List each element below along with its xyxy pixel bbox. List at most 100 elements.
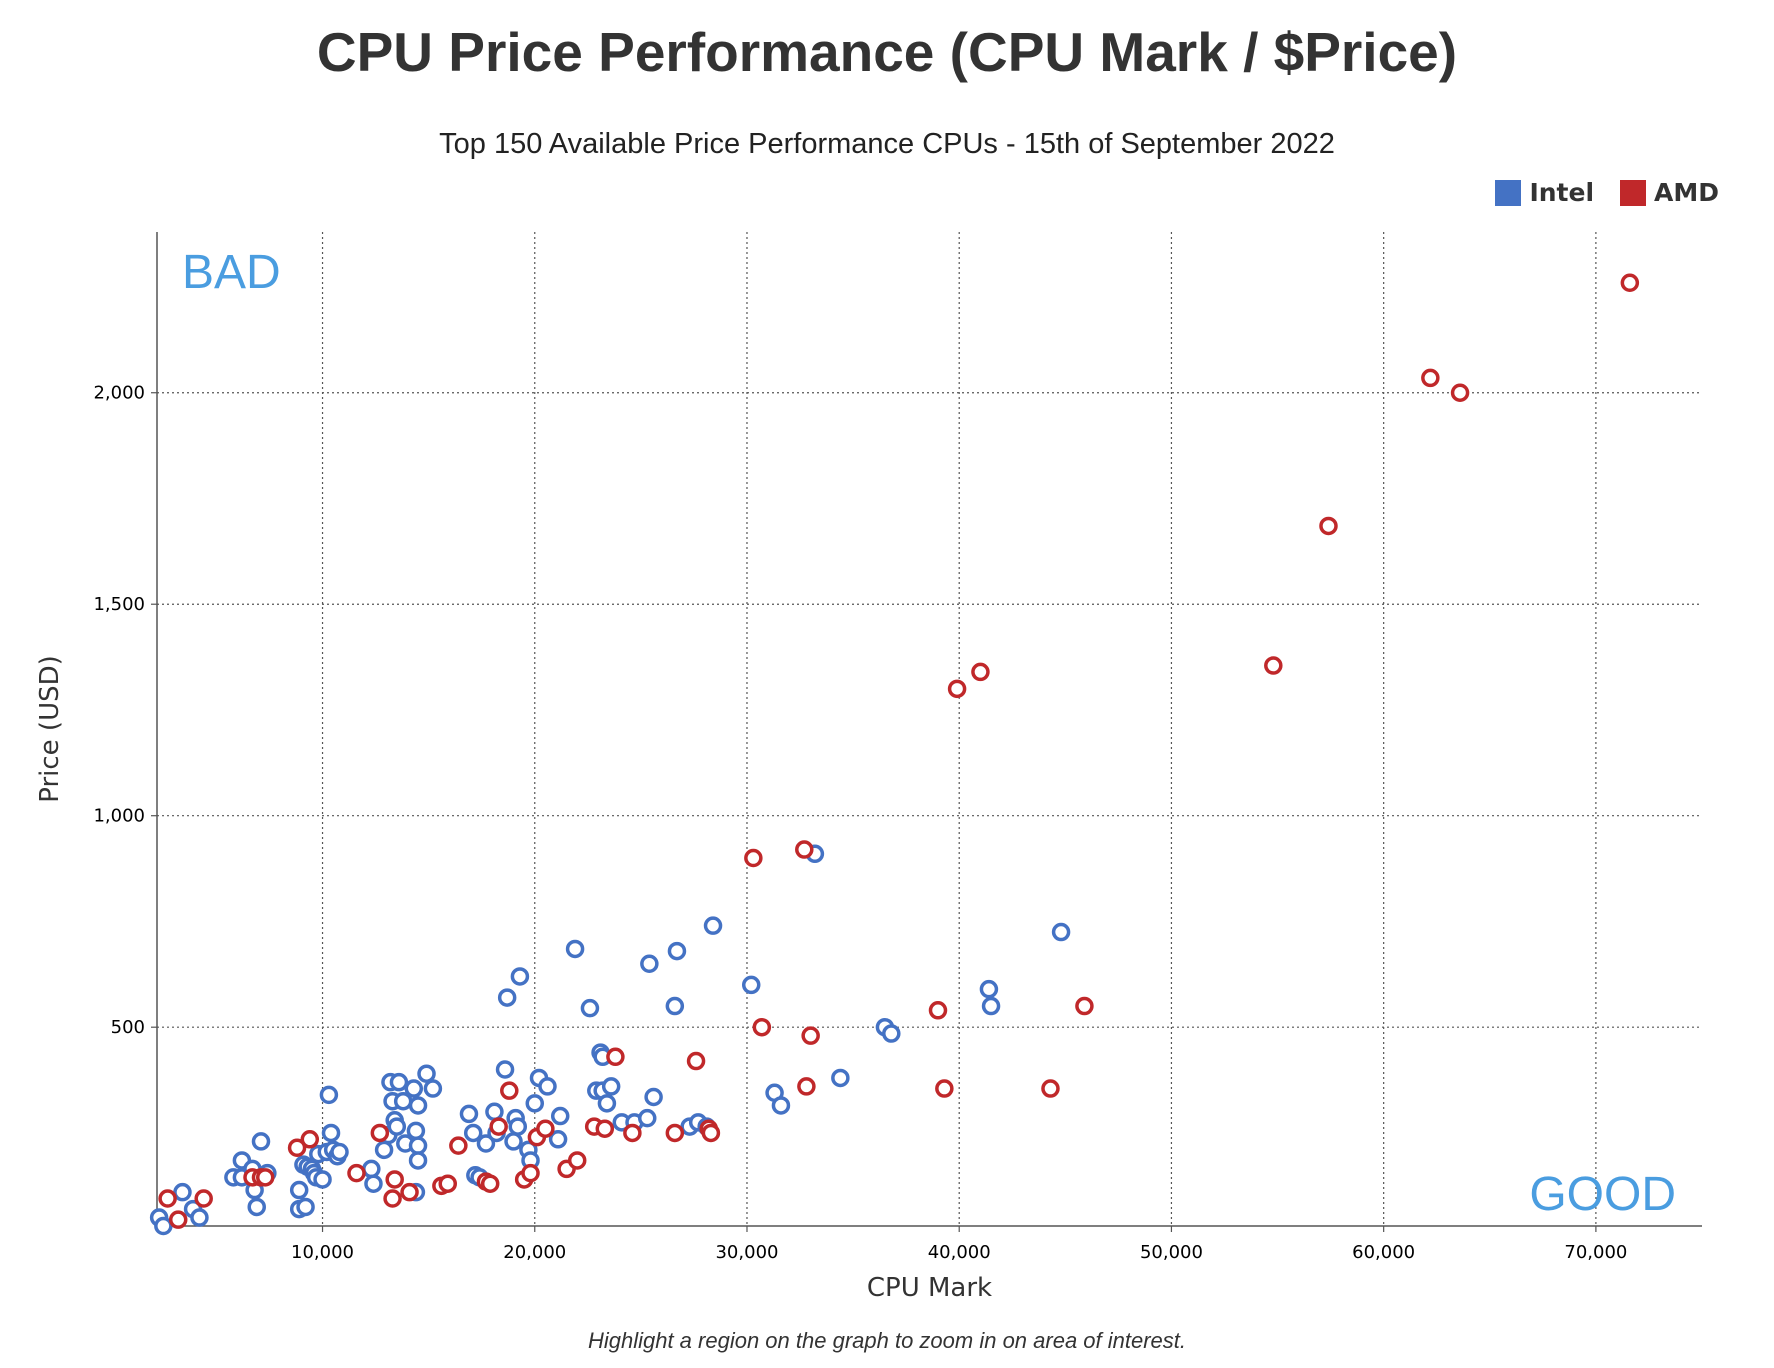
data-point-intel[interactable] — [190, 1208, 209, 1227]
data-point-amd[interactable] — [438, 1174, 457, 1193]
data-point-intel[interactable] — [313, 1170, 332, 1189]
data-point-intel[interactable] — [406, 1121, 426, 1141]
data-point-amd[interactable] — [489, 1117, 508, 1136]
data-point-amd[interactable] — [928, 1001, 948, 1020]
data-point-intel[interactable] — [321, 1123, 341, 1143]
data-point-intel[interactable] — [319, 1085, 339, 1105]
data-point-intel[interactable] — [538, 1077, 557, 1096]
data-point-amd[interactable] — [797, 1077, 816, 1096]
data-point-amd[interactable] — [300, 1130, 320, 1149]
data-point-intel[interactable] — [408, 1151, 428, 1170]
data-point-amd[interactable] — [686, 1051, 706, 1071]
data-point-amd[interactable] — [801, 1026, 820, 1045]
data-point-intel[interactable] — [387, 1117, 407, 1136]
data-point-intel[interactable] — [296, 1197, 315, 1217]
data-point-amd[interactable] — [971, 662, 990, 682]
data-point-intel[interactable] — [580, 998, 600, 1018]
data-point-intel[interactable] — [510, 967, 530, 986]
data-point-intel[interactable] — [330, 1142, 349, 1162]
x-tick-label: 30,000 — [715, 1242, 778, 1263]
data-point-amd[interactable] — [752, 1017, 772, 1037]
data-point-intel[interactable] — [463, 1123, 483, 1143]
data-point-intel[interactable] — [408, 1136, 428, 1155]
data-point-amd[interactable] — [168, 1210, 188, 1229]
data-point-amd[interactable] — [595, 1119, 615, 1138]
data-point-amd[interactable] — [1450, 383, 1470, 402]
data-point-amd[interactable] — [947, 679, 967, 699]
data-points[interactable] — [149, 273, 1640, 1236]
data-point-amd[interactable] — [1620, 273, 1640, 293]
data-point-amd[interactable] — [158, 1189, 177, 1208]
data-point-intel[interactable] — [476, 1134, 496, 1153]
data-point-intel[interactable] — [981, 996, 1001, 1016]
data-point-intel[interactable] — [831, 1068, 850, 1088]
data-point-amd[interactable] — [701, 1123, 721, 1143]
data-point-amd[interactable] — [935, 1079, 954, 1098]
data-point-intel[interactable] — [362, 1159, 381, 1179]
data-point-intel[interactable] — [771, 1096, 791, 1115]
data-point-amd[interactable] — [1075, 996, 1094, 1016]
data-point-intel[interactable] — [637, 1108, 657, 1128]
data-point-intel[interactable] — [667, 941, 687, 961]
data-point-intel[interactable] — [703, 916, 723, 935]
x-tick-label: 40,000 — [928, 1242, 991, 1263]
data-point-intel[interactable] — [504, 1132, 523, 1151]
data-point-intel[interactable] — [550, 1106, 570, 1126]
data-point-intel[interactable] — [485, 1102, 504, 1122]
data-point-amd[interactable] — [606, 1047, 625, 1067]
data-point-amd[interactable] — [1319, 516, 1338, 536]
data-point-amd[interactable] — [480, 1174, 500, 1193]
data-point-amd[interactable] — [194, 1189, 213, 1208]
data-point-amd[interactable] — [500, 1081, 519, 1100]
data-point-amd[interactable] — [287, 1138, 307, 1157]
data-point-intel[interactable] — [408, 1096, 428, 1115]
data-point-intel[interactable] — [508, 1117, 528, 1136]
data-point-intel[interactable] — [389, 1072, 409, 1092]
data-point-intel[interactable] — [597, 1094, 617, 1113]
data-point-amd[interactable] — [449, 1136, 468, 1155]
data-point-intel[interactable] — [289, 1180, 309, 1200]
data-point-amd[interactable] — [370, 1123, 390, 1143]
data-point-intel[interactable] — [374, 1140, 394, 1160]
data-point-intel[interactable] — [644, 1087, 663, 1107]
data-point-intel[interactable] — [565, 939, 585, 959]
data-point-amd[interactable] — [383, 1189, 402, 1208]
data-point-amd[interactable] — [567, 1151, 587, 1170]
data-point-intel[interactable] — [525, 1094, 545, 1113]
legend-item-amd[interactable]: AMD — [1620, 178, 1719, 207]
data-point-intel[interactable] — [640, 954, 659, 974]
data-point-intel[interactable] — [548, 1130, 568, 1149]
data-point-intel[interactable] — [741, 975, 761, 995]
data-point-intel[interactable] — [417, 1064, 436, 1083]
data-point-amd[interactable] — [1264, 656, 1283, 675]
data-point-intel[interactable] — [173, 1182, 192, 1202]
data-point-intel[interactable] — [495, 1060, 515, 1079]
data-point-intel[interactable] — [459, 1104, 479, 1124]
data-point-amd[interactable] — [795, 840, 814, 859]
data-point-intel[interactable] — [251, 1132, 271, 1151]
data-point-amd[interactable] — [536, 1119, 555, 1138]
data-point-amd[interactable] — [385, 1170, 404, 1189]
data-point-amd[interactable] — [1041, 1079, 1060, 1098]
data-point-amd[interactable] — [665, 1123, 685, 1143]
data-point-intel[interactable] — [497, 988, 517, 1007]
data-point-intel[interactable] — [247, 1197, 266, 1217]
data-point-amd[interactable] — [400, 1182, 419, 1202]
data-point-intel[interactable] — [423, 1079, 443, 1098]
data-point-intel[interactable] — [882, 1024, 901, 1043]
data-point-intel[interactable] — [154, 1216, 173, 1236]
data-point-intel[interactable] — [979, 979, 999, 999]
data-point-amd[interactable] — [1421, 368, 1440, 388]
data-point-intel[interactable] — [1051, 922, 1071, 942]
data-point-amd[interactable] — [347, 1163, 366, 1183]
data-point-amd[interactable] — [255, 1168, 275, 1187]
data-point-amd[interactable] — [521, 1163, 540, 1183]
data-point-amd[interactable] — [623, 1123, 642, 1143]
data-point-intel[interactable] — [404, 1079, 424, 1098]
data-point-amd[interactable] — [744, 848, 763, 868]
data-point-intel[interactable] — [601, 1077, 621, 1096]
legend-item-intel[interactable]: Intel — [1495, 178, 1594, 207]
data-point-intel[interactable] — [665, 996, 685, 1016]
data-point-intel[interactable] — [364, 1174, 383, 1193]
